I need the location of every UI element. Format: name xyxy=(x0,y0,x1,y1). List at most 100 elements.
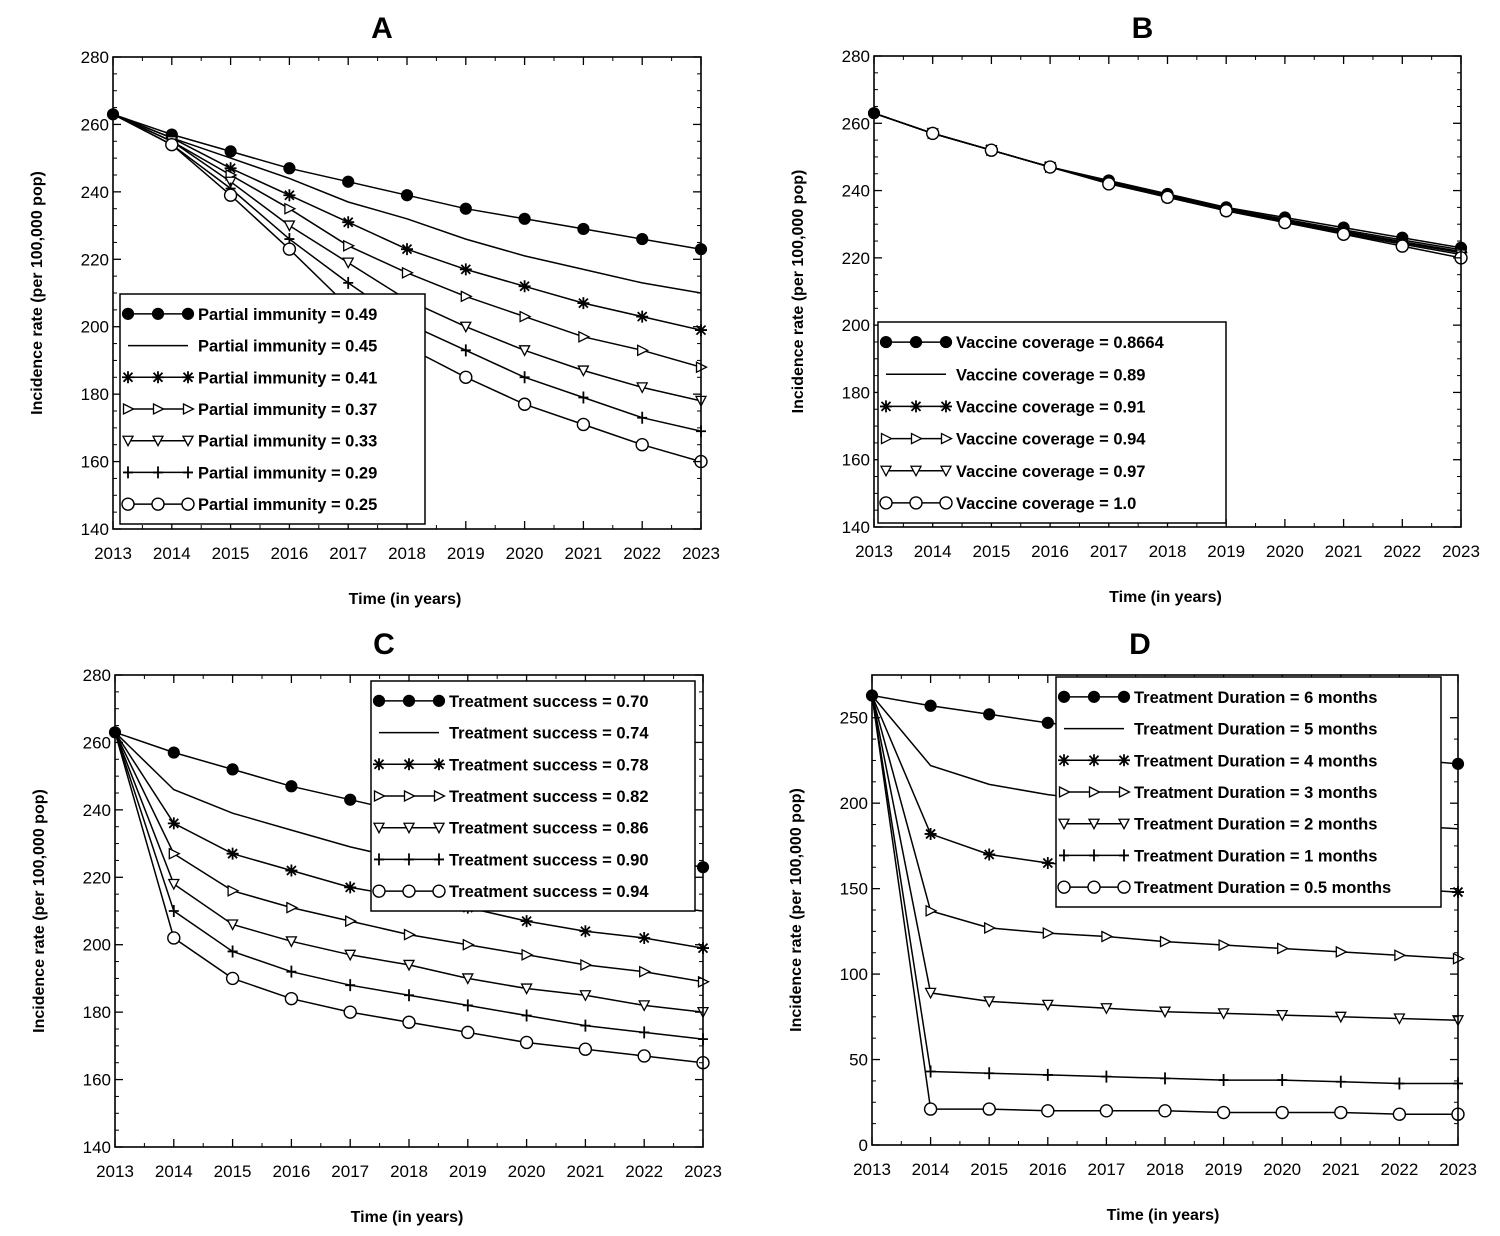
chart-d-series-7-point xyxy=(1275,1105,1289,1120)
chart-b-xtick-label: 2014 xyxy=(914,542,952,561)
chart-d-legend-marker-3 xyxy=(1088,754,1100,767)
chart-a-legend-marker-7 xyxy=(121,497,135,511)
chart-c-series-6-point xyxy=(227,945,238,958)
chart-a-legend-label-7: Partial immunity = 0.25 xyxy=(198,496,377,514)
chart-d-series-4-point xyxy=(1101,930,1114,943)
chart-b-legend-label-3: Vaccine coverage = 0.91 xyxy=(956,398,1145,416)
chart-a-legend-label-1: Partial immunity = 0.49 xyxy=(198,306,377,324)
chart-b-series-6-point xyxy=(1395,239,1409,253)
chart-c-legend-marker-4 xyxy=(373,789,386,803)
chart-c-series-7-point xyxy=(637,1049,651,1063)
chart-c-legend-label-2: Treatment success = 0.74 xyxy=(449,725,649,743)
chart-b-legend-marker-6 xyxy=(909,496,923,510)
chart-c-series-1-point xyxy=(226,763,239,776)
chart-b-xtick-label: 2013 xyxy=(855,542,893,561)
chart-d-series-1-point xyxy=(983,708,996,721)
chart-a-xtick-label: 2021 xyxy=(564,544,602,563)
chart-d-legend-marker-4 xyxy=(1088,785,1101,799)
chart-a-ylabel: Incidence rate (per 100,000 pop) xyxy=(29,171,46,415)
chart-c-series-5-point xyxy=(638,1000,651,1012)
chart-d-xtick-label: 2021 xyxy=(1322,1160,1360,1179)
chart-d-series-4-point xyxy=(1042,927,1055,940)
chart-panel-d: D 0 50 100 150 200 250 2013 2014 2015 2016 2017 2018… xyxy=(750,618,1500,1236)
chart-d-xtick-label: 2023 xyxy=(1439,1160,1477,1179)
chart-c-ylabel: Incidence rate (per 100,000 pop) xyxy=(31,789,48,1033)
chart-d-series-1-point xyxy=(1041,716,1054,729)
chart-a-series-3-point xyxy=(636,310,649,323)
chart-d-legend-marker-6 xyxy=(1119,849,1129,862)
chart-b-xlabel: Time (in years) xyxy=(1109,589,1222,606)
chart-c-ytick-label: 160 xyxy=(83,1071,111,1090)
chart-d-series-5-point xyxy=(1393,1013,1406,1025)
chart-b-legend-marker-3 xyxy=(880,400,892,413)
chart-b-legend-marker-4 xyxy=(940,432,953,445)
chart-a-ytick-label: 180 xyxy=(81,385,109,404)
chart-c-series-7-point xyxy=(343,1005,357,1019)
chart-a-legend-label-4: Partial immunity = 0.37 xyxy=(198,401,377,419)
chart-d-legend-label-3: Treatment Duration = 4 months xyxy=(1134,752,1377,770)
chart-c-xtick-label: 2014 xyxy=(155,1162,193,1181)
chart-a-ytick-label: 160 xyxy=(81,453,109,472)
chart-c-legend-marker-7 xyxy=(402,884,416,898)
chart-c-xtick-label: 2013 xyxy=(96,1162,134,1181)
chart-d-svg: D 0 50 100 150 200 250 2013 2014 2015 2016 2017 2018… xyxy=(788,628,1477,1224)
chart-b-series-6-point xyxy=(1336,227,1351,242)
chart-a-series-3-point xyxy=(577,297,590,310)
chart-c-series-7-point xyxy=(461,1025,475,1040)
chart-a-series-6-point xyxy=(343,276,354,289)
chart-b-legend-marker-6 xyxy=(879,496,893,510)
chart-c-series-3-point xyxy=(344,881,357,894)
chart-b-ytick-label: 160 xyxy=(842,451,870,470)
chart-c-series-5-point xyxy=(344,949,357,962)
chart-b-series-line-2 xyxy=(874,112,1461,251)
chart-b-legend-marker-5 xyxy=(879,465,893,478)
chart-c-series-4-point xyxy=(286,901,299,914)
chart-b-xtick-label: 2019 xyxy=(1207,542,1245,561)
chart-a-series-1-point xyxy=(459,202,472,215)
chart-a-series-5-point xyxy=(459,321,472,334)
chart-a-series-5-point xyxy=(636,382,649,394)
chart-a-series-5-point xyxy=(577,365,590,377)
chart-c-ytick-label: 240 xyxy=(83,801,111,820)
chart-c-legend-marker-4 xyxy=(433,789,446,803)
chart-a-series-4-point xyxy=(343,239,356,252)
chart-a-series-7-point xyxy=(635,438,649,452)
chart-a-series-3-point xyxy=(459,263,472,276)
chart-c-legend-label-4: Treatment success = 0.82 xyxy=(449,788,649,806)
chart-d-series-3-point xyxy=(983,848,996,861)
chart-b-xtick-label: 2021 xyxy=(1325,542,1363,561)
chart-a-series-7-point xyxy=(517,397,532,411)
chart-c-series-1-point xyxy=(167,746,180,759)
chart-d-series-6-point xyxy=(1394,1077,1405,1090)
chart-d-legend-marker-6 xyxy=(1089,849,1099,862)
chart-a-series-7-point xyxy=(282,242,297,256)
chart-c-legend-marker-5 xyxy=(372,822,386,835)
chart-a-legend-marker-4 xyxy=(122,402,135,416)
chart-b-xtick-label: 2020 xyxy=(1266,542,1304,561)
chart-a-series-1-point xyxy=(283,162,296,175)
chart-c-legend-marker-5 xyxy=(432,822,446,835)
chart-a-legend-marker-7 xyxy=(151,497,165,511)
chart-a-xlabel: Time (in years) xyxy=(349,591,462,608)
chart-a-series-line-2 xyxy=(113,113,701,294)
chart-c-legend-marker-1 xyxy=(432,694,446,707)
chart-a-legend-label-6: Partial immunity = 0.29 xyxy=(198,464,377,482)
chart-d-legend-label-1: Treatment Duration = 6 months xyxy=(1134,689,1377,707)
chart-d-ytick-label: 250 xyxy=(840,709,868,728)
chart-d-ytick-label: 50 xyxy=(849,1051,868,1070)
chart-a-xtick-label: 2023 xyxy=(682,544,720,563)
chart-c-series-4-point xyxy=(462,938,475,951)
chart-a-legend-label-2: Partial immunity = 0.45 xyxy=(198,338,377,356)
chart-c-series-5-point xyxy=(226,919,239,931)
chart-a-legend-label-5: Partial immunity = 0.33 xyxy=(198,433,377,451)
chart-b-legend-marker-3 xyxy=(910,400,922,413)
chart-d-series-3-point xyxy=(1041,857,1054,869)
chart-a-legend-marker-1 xyxy=(151,307,165,320)
chart-d-xtick-label: 2015 xyxy=(970,1160,1008,1179)
chart-b-series-6-point xyxy=(1219,204,1233,218)
chart-a-series-4-point xyxy=(284,202,297,215)
chart-d-series-4-point xyxy=(925,904,938,917)
chart-c-xtick-label: 2023 xyxy=(684,1162,722,1181)
chart-a-ytick-label: 140 xyxy=(81,520,109,539)
chart-d-series-3-point xyxy=(924,827,937,840)
